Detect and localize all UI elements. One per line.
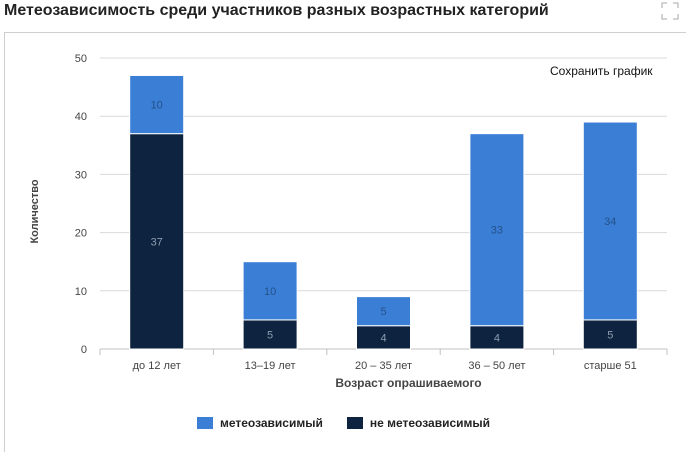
data-label: 37 [151, 236, 163, 248]
save-chart-button[interactable]: Сохранить график [550, 64, 653, 78]
data-label: 34 [604, 216, 616, 228]
x-tick-label: 36 – 50 лет [468, 360, 525, 372]
bar-segment [129, 74, 185, 135]
data-label: 5 [267, 329, 273, 341]
x-tick-label: 13–19 лет [245, 360, 296, 372]
y-axis-title: Количество [29, 179, 41, 243]
legend-label-independent: не метеозависимый [369, 416, 491, 430]
legend-swatch-dependent [196, 417, 213, 429]
data-label: 4 [494, 332, 500, 344]
legend: метеозависимый не метеозависимый [0, 416, 687, 430]
bar-segment [469, 133, 525, 327]
chart-title: Метеозависимость среди участников разных… [4, 2, 549, 19]
legend-swatch-independent [346, 417, 363, 429]
y-tick-label: 30 [75, 169, 87, 181]
y-tick-label: 0 [81, 344, 87, 356]
x-tick-label: до 12 лет [133, 360, 181, 372]
bar-segment [582, 121, 638, 321]
bar-segment [582, 319, 638, 350]
data-label: 33 [491, 225, 503, 237]
data-label: 5 [380, 306, 386, 318]
x-tick-label: 20 – 35 лет [355, 360, 412, 372]
x-axis-title: Возраст опрашиваемого [335, 376, 481, 390]
chart-panel [4, 32, 686, 452]
data-label: 10 [264, 286, 276, 298]
legend-item-dependent[interactable]: метеозависимый [196, 416, 323, 430]
data-label: 5 [607, 329, 613, 341]
y-tick-label: 10 [75, 286, 87, 298]
data-label: 10 [151, 100, 163, 112]
bar-segment [129, 133, 185, 350]
x-tick-label: старше 51 [584, 360, 637, 372]
expand-icon[interactable] [661, 2, 679, 20]
y-tick-label: 40 [75, 111, 87, 123]
data-label: 4 [380, 332, 386, 344]
y-tick-label: 50 [75, 53, 87, 65]
legend-item-independent[interactable]: не метеозависимый [346, 416, 491, 430]
y-tick-label: 20 [75, 228, 87, 240]
bar-segment [356, 296, 411, 327]
legend-label-dependent: метеозависимый [219, 416, 323, 430]
bar-segment [242, 261, 298, 321]
